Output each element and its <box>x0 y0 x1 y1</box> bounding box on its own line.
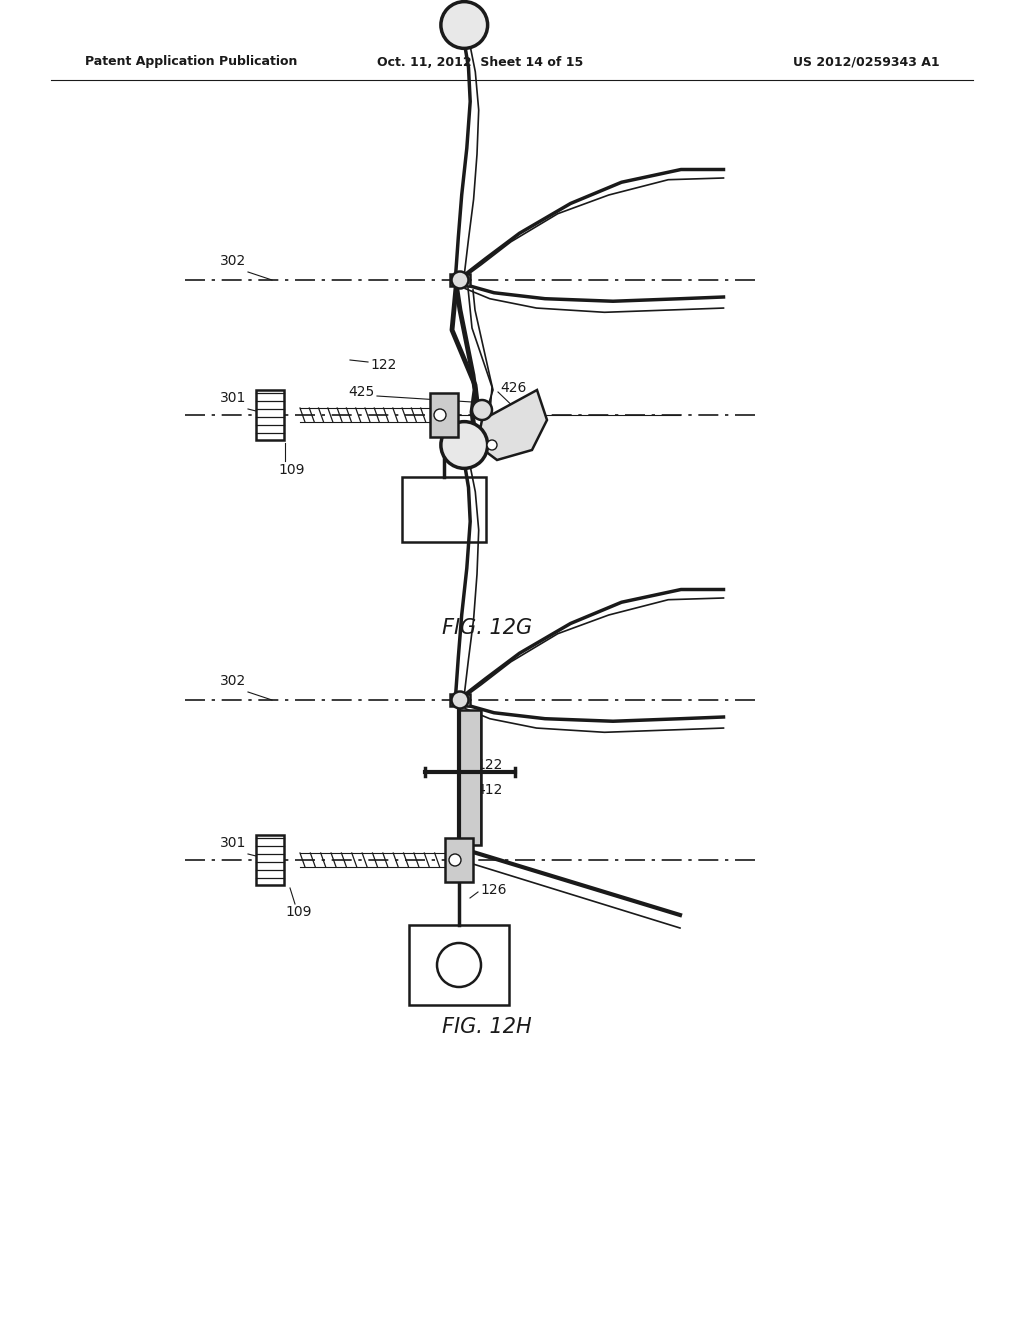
Text: 301: 301 <box>219 391 246 405</box>
Text: 122: 122 <box>476 758 503 772</box>
Text: 426: 426 <box>500 381 526 395</box>
Circle shape <box>434 409 446 421</box>
Bar <box>256 836 284 884</box>
Text: FIG. 12G: FIG. 12G <box>442 618 532 638</box>
Text: 109: 109 <box>285 906 311 919</box>
Text: 122: 122 <box>370 358 396 372</box>
Ellipse shape <box>441 1 487 49</box>
Circle shape <box>487 440 497 450</box>
Text: 109: 109 <box>278 463 304 477</box>
Circle shape <box>437 942 481 987</box>
Polygon shape <box>477 389 547 459</box>
Text: FIG. 12H: FIG. 12H <box>442 1016 531 1038</box>
Text: 425: 425 <box>349 385 375 399</box>
Text: 302: 302 <box>220 675 246 688</box>
Bar <box>450 275 470 286</box>
Circle shape <box>472 400 492 420</box>
Text: 126: 126 <box>465 440 492 454</box>
Text: Patent Application Publication: Patent Application Publication <box>85 55 297 69</box>
Text: 301: 301 <box>219 836 246 850</box>
Text: 302: 302 <box>220 253 246 268</box>
Circle shape <box>452 272 469 289</box>
Text: Oct. 11, 2012  Sheet 14 of 15: Oct. 11, 2012 Sheet 14 of 15 <box>377 55 583 69</box>
Bar <box>256 389 284 440</box>
Circle shape <box>452 692 469 709</box>
Bar <box>430 393 458 437</box>
Text: US 2012/0259343 A1: US 2012/0259343 A1 <box>794 55 940 69</box>
Ellipse shape <box>441 421 487 469</box>
Circle shape <box>449 854 461 866</box>
Bar <box>450 694 470 706</box>
Text: 412: 412 <box>476 783 503 797</box>
Bar <box>459 710 481 845</box>
Bar <box>402 477 486 543</box>
Bar <box>445 838 473 882</box>
Bar <box>409 925 509 1005</box>
Text: 126: 126 <box>480 883 507 898</box>
